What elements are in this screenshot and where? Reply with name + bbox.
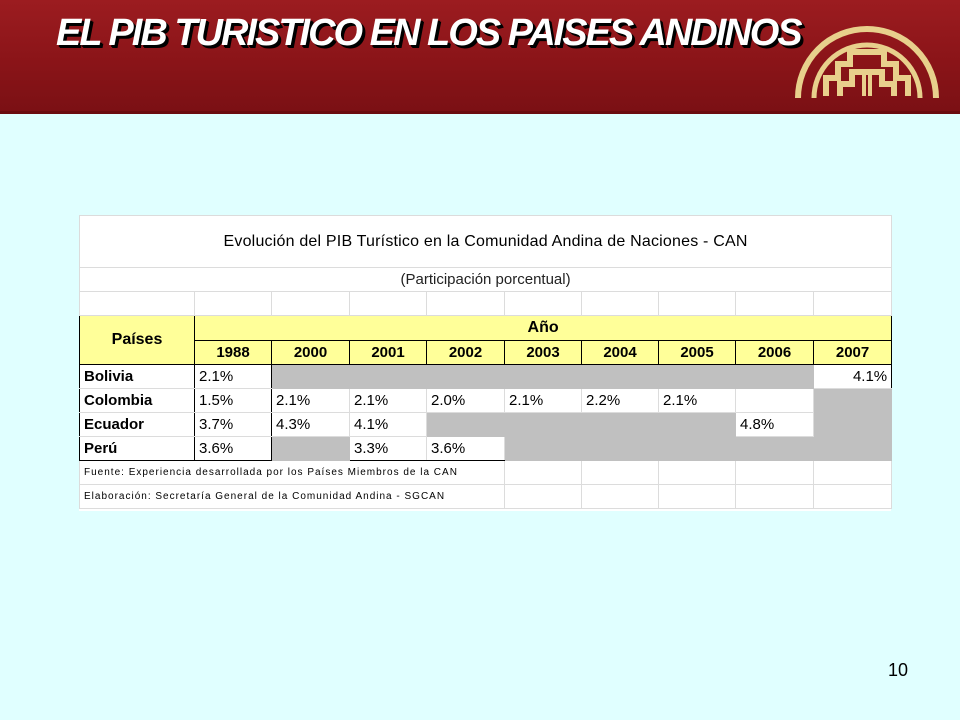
value-cell: 1.5% xyxy=(194,388,272,413)
year-header: 2005 xyxy=(658,340,736,365)
value-cell: 3.3% xyxy=(349,436,427,461)
empty-cell xyxy=(812,412,893,437)
value-cell: 4.1% xyxy=(812,364,893,389)
pib-table-container: Evolución del PIB Turístico en la Comuni… xyxy=(78,215,893,511)
empty-cell xyxy=(271,364,814,389)
can-andean-logo-icon xyxy=(795,26,939,99)
footnote-source: Fuente: Experiencia desarrollada por los… xyxy=(79,460,505,485)
table-row: Colombia 1.5% 2.1% 2.1% 2.0% 2.1% 2.2% 2… xyxy=(79,388,893,413)
empty-cell xyxy=(271,436,350,461)
title-bar: EL PIB TURISTICO EN LOS PAISES ANDINOS xyxy=(0,0,960,114)
table-row: Bolivia 2.1% 4.1% xyxy=(79,364,893,389)
value-cell: 2.1% xyxy=(349,388,427,413)
value-cell: 3.6% xyxy=(426,436,505,461)
year-header: 2007 xyxy=(812,340,893,365)
header-year: Año xyxy=(193,315,893,341)
year-header: 2003 xyxy=(504,340,582,365)
value-cell: 3.6% xyxy=(194,436,272,461)
empty-cell xyxy=(426,412,736,437)
table-row: Ecuador 3.7% 4.3% 4.1% 4.8% xyxy=(79,412,893,437)
table-subtitle: (Participación porcentual) xyxy=(78,267,893,292)
year-header: 1988 xyxy=(194,340,272,365)
value-cell: 4.3% xyxy=(271,412,350,437)
country-cell: Perú xyxy=(79,436,195,461)
country-cell: Bolivia xyxy=(79,364,195,389)
value-cell: 2.1% xyxy=(504,388,582,413)
slide-title: EL PIB TURISTICO EN LOS PAISES ANDINOS xyxy=(56,12,803,54)
year-header: 2000 xyxy=(271,340,350,365)
table-row: Perú 3.6% 3.3% 3.6% xyxy=(79,436,893,461)
value-cell: 2.0% xyxy=(426,388,505,413)
slide-number: 10 xyxy=(887,660,908,680)
value-cell: 2.1% xyxy=(658,388,736,413)
value-cell: 3.7% xyxy=(194,412,272,437)
value-cell: 4.1% xyxy=(349,412,427,437)
value-cell: 2.2% xyxy=(581,388,659,413)
country-cell: Colombia xyxy=(79,388,195,413)
year-header: 2001 xyxy=(349,340,427,365)
country-cell: Ecuador xyxy=(79,412,195,437)
pib-table: Evolución del PIB Turístico en la Comuni… xyxy=(78,215,893,509)
year-header: 2002 xyxy=(426,340,505,365)
value-cell: 4.8% xyxy=(735,412,814,437)
table-title: Evolución del PIB Turístico en la Comuni… xyxy=(78,215,893,268)
value-cell: 2.1% xyxy=(194,364,272,389)
year-header: 2006 xyxy=(735,340,814,365)
header-countries: Países xyxy=(79,315,195,365)
empty-cell xyxy=(503,436,893,461)
empty-cell xyxy=(812,388,893,413)
footnote-elaboration: Elaboración: Secretaría General de la Co… xyxy=(79,484,505,509)
year-header: 2004 xyxy=(581,340,659,365)
empty-cell xyxy=(735,388,814,413)
value-cell: 2.1% xyxy=(271,388,350,413)
